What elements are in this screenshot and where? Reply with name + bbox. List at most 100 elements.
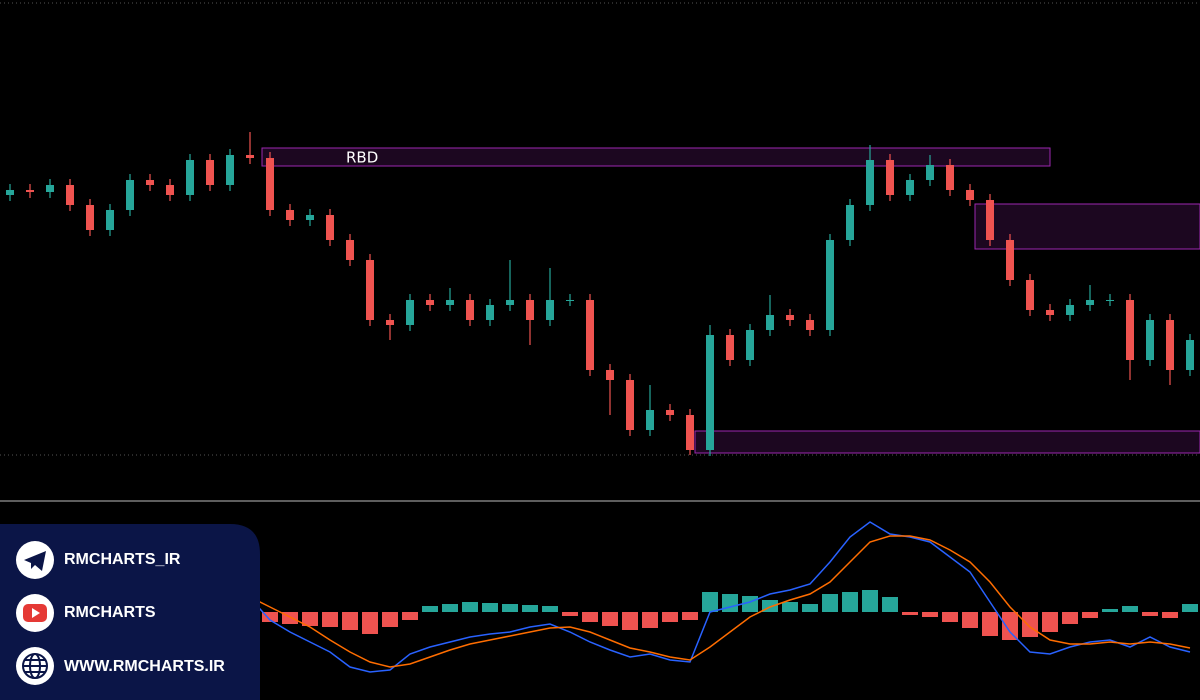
candle-body bbox=[726, 335, 734, 360]
histogram-bar bbox=[722, 594, 738, 612]
candle-body bbox=[966, 190, 974, 200]
histogram-bar bbox=[942, 612, 958, 622]
histogram-bar bbox=[562, 612, 578, 616]
telegram-handle[interactable]: RMCHARTS_IR bbox=[64, 551, 181, 568]
histogram-bar bbox=[902, 612, 918, 615]
histogram-bar bbox=[1042, 612, 1058, 632]
histogram-bar bbox=[702, 592, 718, 612]
candle-body bbox=[886, 160, 894, 195]
histogram-bar bbox=[542, 606, 558, 612]
zone bbox=[261, 147, 1051, 167]
candle-body bbox=[1066, 305, 1074, 315]
candle-body bbox=[6, 190, 14, 195]
histogram-bar bbox=[522, 605, 538, 612]
histogram-bar bbox=[662, 612, 678, 622]
youtube-handle[interactable]: RMCHARTS bbox=[64, 604, 156, 621]
telegram-glyph bbox=[24, 551, 46, 571]
candle-body bbox=[506, 300, 514, 305]
candle-body bbox=[1106, 300, 1114, 301]
candle-body bbox=[246, 155, 254, 158]
candle-body bbox=[286, 210, 294, 220]
histogram-bar bbox=[1022, 612, 1038, 637]
candle-body bbox=[126, 180, 134, 210]
candle-body bbox=[1046, 310, 1054, 315]
candle-body bbox=[646, 410, 654, 430]
histogram-bar bbox=[922, 612, 938, 617]
histogram-bar bbox=[682, 612, 698, 620]
candle-body bbox=[806, 320, 814, 330]
candle-body bbox=[666, 410, 674, 415]
histogram-bar bbox=[1182, 604, 1198, 612]
histogram-bar bbox=[382, 612, 398, 627]
histogram-bar bbox=[1162, 612, 1178, 618]
candle-body bbox=[746, 330, 754, 360]
social-overlay: RMCHARTS_IR RMCHARTS WWW.RMCHARTS.IR bbox=[0, 524, 260, 700]
histogram-bar bbox=[1102, 609, 1118, 612]
candle-body bbox=[466, 300, 474, 320]
candle-body bbox=[486, 305, 494, 320]
histogram-bar bbox=[862, 590, 878, 612]
candle-body bbox=[386, 320, 394, 325]
candle-body bbox=[786, 315, 794, 320]
candle-body bbox=[86, 205, 94, 230]
candle-body bbox=[706, 335, 714, 450]
candle-body bbox=[686, 415, 694, 450]
candle-body bbox=[226, 155, 234, 185]
candle-body bbox=[366, 260, 374, 320]
plot: RBD bbox=[2, 132, 1200, 673]
histogram-bar bbox=[962, 612, 978, 628]
candle-body bbox=[446, 300, 454, 305]
candle-body bbox=[1146, 320, 1154, 360]
histogram-bar bbox=[362, 612, 378, 634]
candle-body bbox=[846, 205, 854, 240]
histogram-bar bbox=[822, 594, 838, 612]
candle-body bbox=[26, 190, 34, 192]
candle-body bbox=[206, 160, 214, 185]
website[interactable]: WWW.RMCHARTS.IR bbox=[64, 658, 225, 675]
candle-body bbox=[586, 300, 594, 370]
candle-body bbox=[546, 300, 554, 320]
candle-body bbox=[1186, 340, 1194, 370]
histogram-bar bbox=[482, 603, 498, 612]
histogram-bar bbox=[802, 604, 818, 612]
histogram-bar bbox=[262, 612, 278, 622]
histogram-bar bbox=[502, 604, 518, 612]
candle-body bbox=[1086, 300, 1094, 305]
candle-body bbox=[766, 315, 774, 330]
histogram-bar bbox=[302, 612, 318, 626]
histogram-bar bbox=[582, 612, 598, 622]
histogram-bar bbox=[1062, 612, 1078, 624]
histogram-bar bbox=[602, 612, 618, 626]
candle-body bbox=[626, 380, 634, 430]
zone bbox=[694, 430, 1200, 454]
candle-body bbox=[326, 215, 334, 240]
candle-body bbox=[146, 180, 154, 185]
candle-body bbox=[606, 370, 614, 380]
candle-body bbox=[926, 165, 934, 180]
histogram-bar bbox=[882, 597, 898, 612]
candle-body bbox=[406, 300, 414, 325]
candle-body bbox=[566, 300, 574, 301]
histogram-bar bbox=[462, 602, 478, 612]
candle-body bbox=[906, 180, 914, 195]
candle-body bbox=[106, 210, 114, 230]
candle-body bbox=[186, 160, 194, 195]
histogram-bar bbox=[782, 602, 798, 612]
candle-body bbox=[426, 300, 434, 305]
youtube-play bbox=[32, 608, 40, 618]
candle-body bbox=[266, 158, 274, 210]
candle-body bbox=[1166, 320, 1174, 370]
histogram-bar bbox=[402, 612, 418, 620]
histogram-bar bbox=[1002, 612, 1018, 640]
candle-body bbox=[166, 185, 174, 195]
candle-body bbox=[826, 240, 834, 330]
candle-body bbox=[46, 185, 54, 192]
candle-body bbox=[526, 300, 534, 320]
candle-body bbox=[306, 215, 314, 220]
histogram-bar bbox=[442, 604, 458, 612]
histogram-bar bbox=[422, 606, 438, 612]
zone-label: RBD bbox=[346, 149, 378, 167]
overlay-panel bbox=[0, 524, 260, 700]
